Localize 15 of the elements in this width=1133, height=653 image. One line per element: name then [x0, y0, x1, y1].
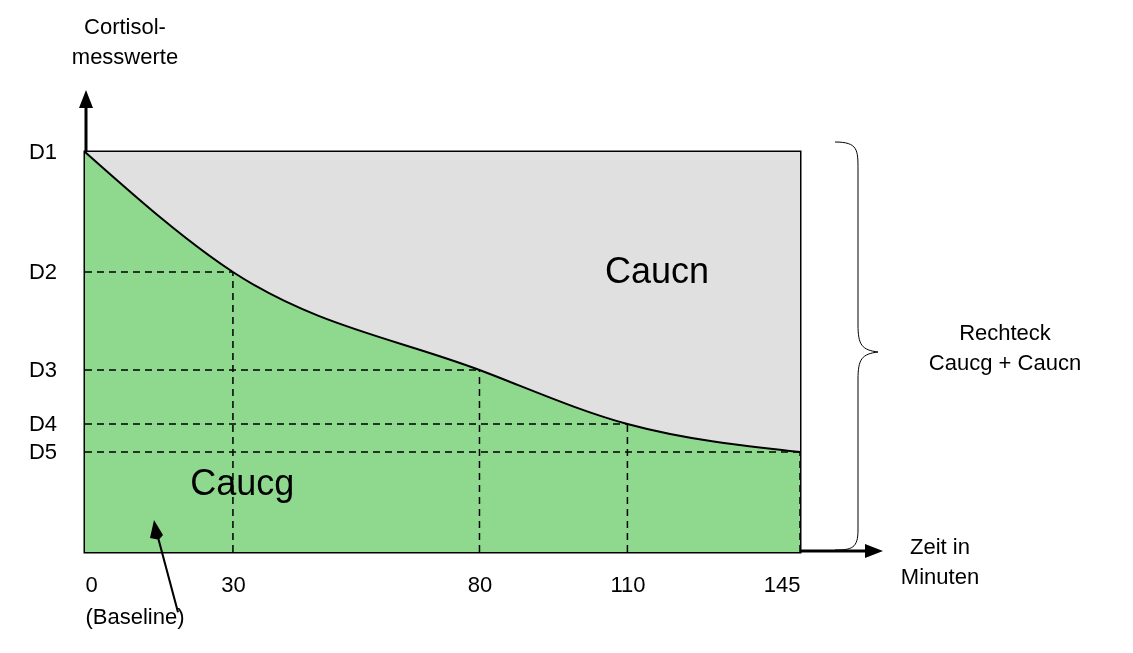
annotation: D1	[28, 139, 57, 164]
ref-line-label: D2	[28, 259, 57, 284]
text: Rechteck Caucg + Caucn	[927, 319, 1083, 377]
x-tick-label: 110	[610, 571, 646, 597]
ref-line-label: D5	[28, 439, 57, 464]
ref-line-label: D3	[28, 357, 57, 382]
series-label: Caucn	[604, 250, 710, 291]
y-axis-title: Cortisol- messwerte	[70, 13, 180, 71]
x-axis-title: Zeit in Minuten	[899, 533, 981, 591]
x-tick-label: 80	[467, 571, 493, 597]
x-tick-label: 0 (Baseline)	[85, 571, 185, 629]
series-label: Caucg	[190, 462, 295, 503]
ref-line-label: D4	[28, 411, 57, 436]
x-tick-label: 30	[221, 571, 246, 597]
x-tick-label: 145	[763, 571, 801, 597]
